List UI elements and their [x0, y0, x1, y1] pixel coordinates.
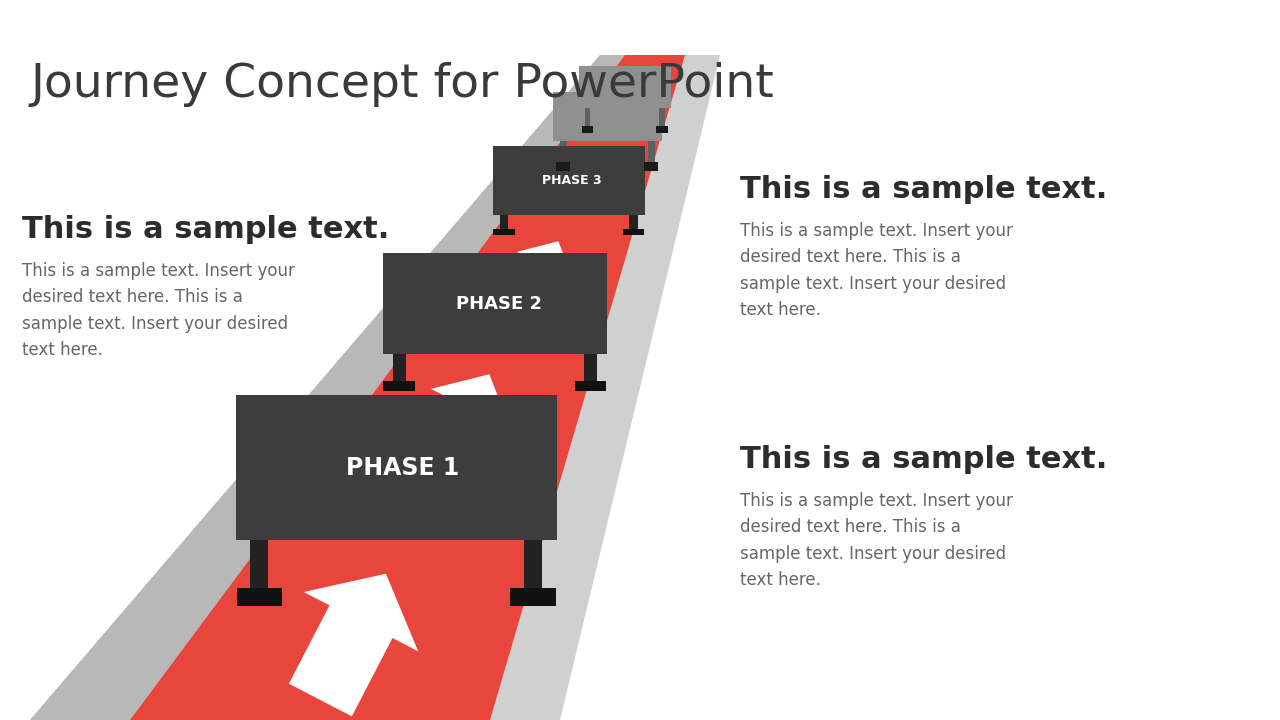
Bar [383, 253, 607, 354]
Text: This is a sample text. Insert your
desired text here. This is a
sample text. Ins: This is a sample text. Insert your desir… [22, 262, 294, 359]
Bar [657, 126, 668, 133]
Bar [251, 541, 269, 606]
Polygon shape [467, 215, 506, 225]
FancyArrow shape [419, 374, 511, 479]
Text: Journey Concept for PowerPoint: Journey Concept for PowerPoint [29, 62, 773, 107]
Bar [393, 354, 406, 391]
Bar [557, 162, 570, 171]
Bar [237, 588, 282, 606]
Bar [493, 146, 645, 215]
Bar [644, 162, 658, 171]
Polygon shape [344, 354, 402, 372]
Text: This is a sample text.: This is a sample text. [740, 445, 1107, 474]
Bar [524, 541, 543, 606]
Polygon shape [131, 55, 685, 720]
Bar [584, 354, 596, 391]
Bar [585, 108, 590, 133]
Bar [500, 215, 508, 235]
Text: This is a sample text. Insert your
desired text here. This is a
sample text. Ins: This is a sample text. Insert your desir… [740, 222, 1012, 319]
Text: PHASE 2: PHASE 2 [457, 294, 543, 312]
FancyArrow shape [508, 241, 573, 316]
Text: PHASE 1: PHASE 1 [346, 456, 460, 480]
Bar [630, 215, 637, 235]
Bar [493, 229, 515, 235]
Bar [623, 229, 644, 235]
Polygon shape [29, 55, 625, 720]
Bar [236, 395, 557, 541]
Text: PHASE 3: PHASE 3 [543, 174, 602, 186]
Bar [581, 126, 594, 133]
Polygon shape [180, 541, 264, 573]
Bar [384, 381, 415, 391]
Bar [575, 381, 607, 391]
Bar [659, 108, 666, 133]
Text: This is a sample text.: This is a sample text. [22, 215, 389, 244]
Text: This is a sample text.: This is a sample text. [740, 175, 1107, 204]
Bar [559, 141, 567, 171]
Bar [511, 588, 556, 606]
Bar [648, 141, 654, 171]
Polygon shape [29, 55, 719, 720]
Bar [553, 92, 662, 141]
FancyArrow shape [289, 574, 419, 716]
Text: This is a sample text. Insert your
desired text here. This is a
sample text. Ins: This is a sample text. Insert your desir… [740, 492, 1012, 589]
Bar [579, 66, 671, 108]
